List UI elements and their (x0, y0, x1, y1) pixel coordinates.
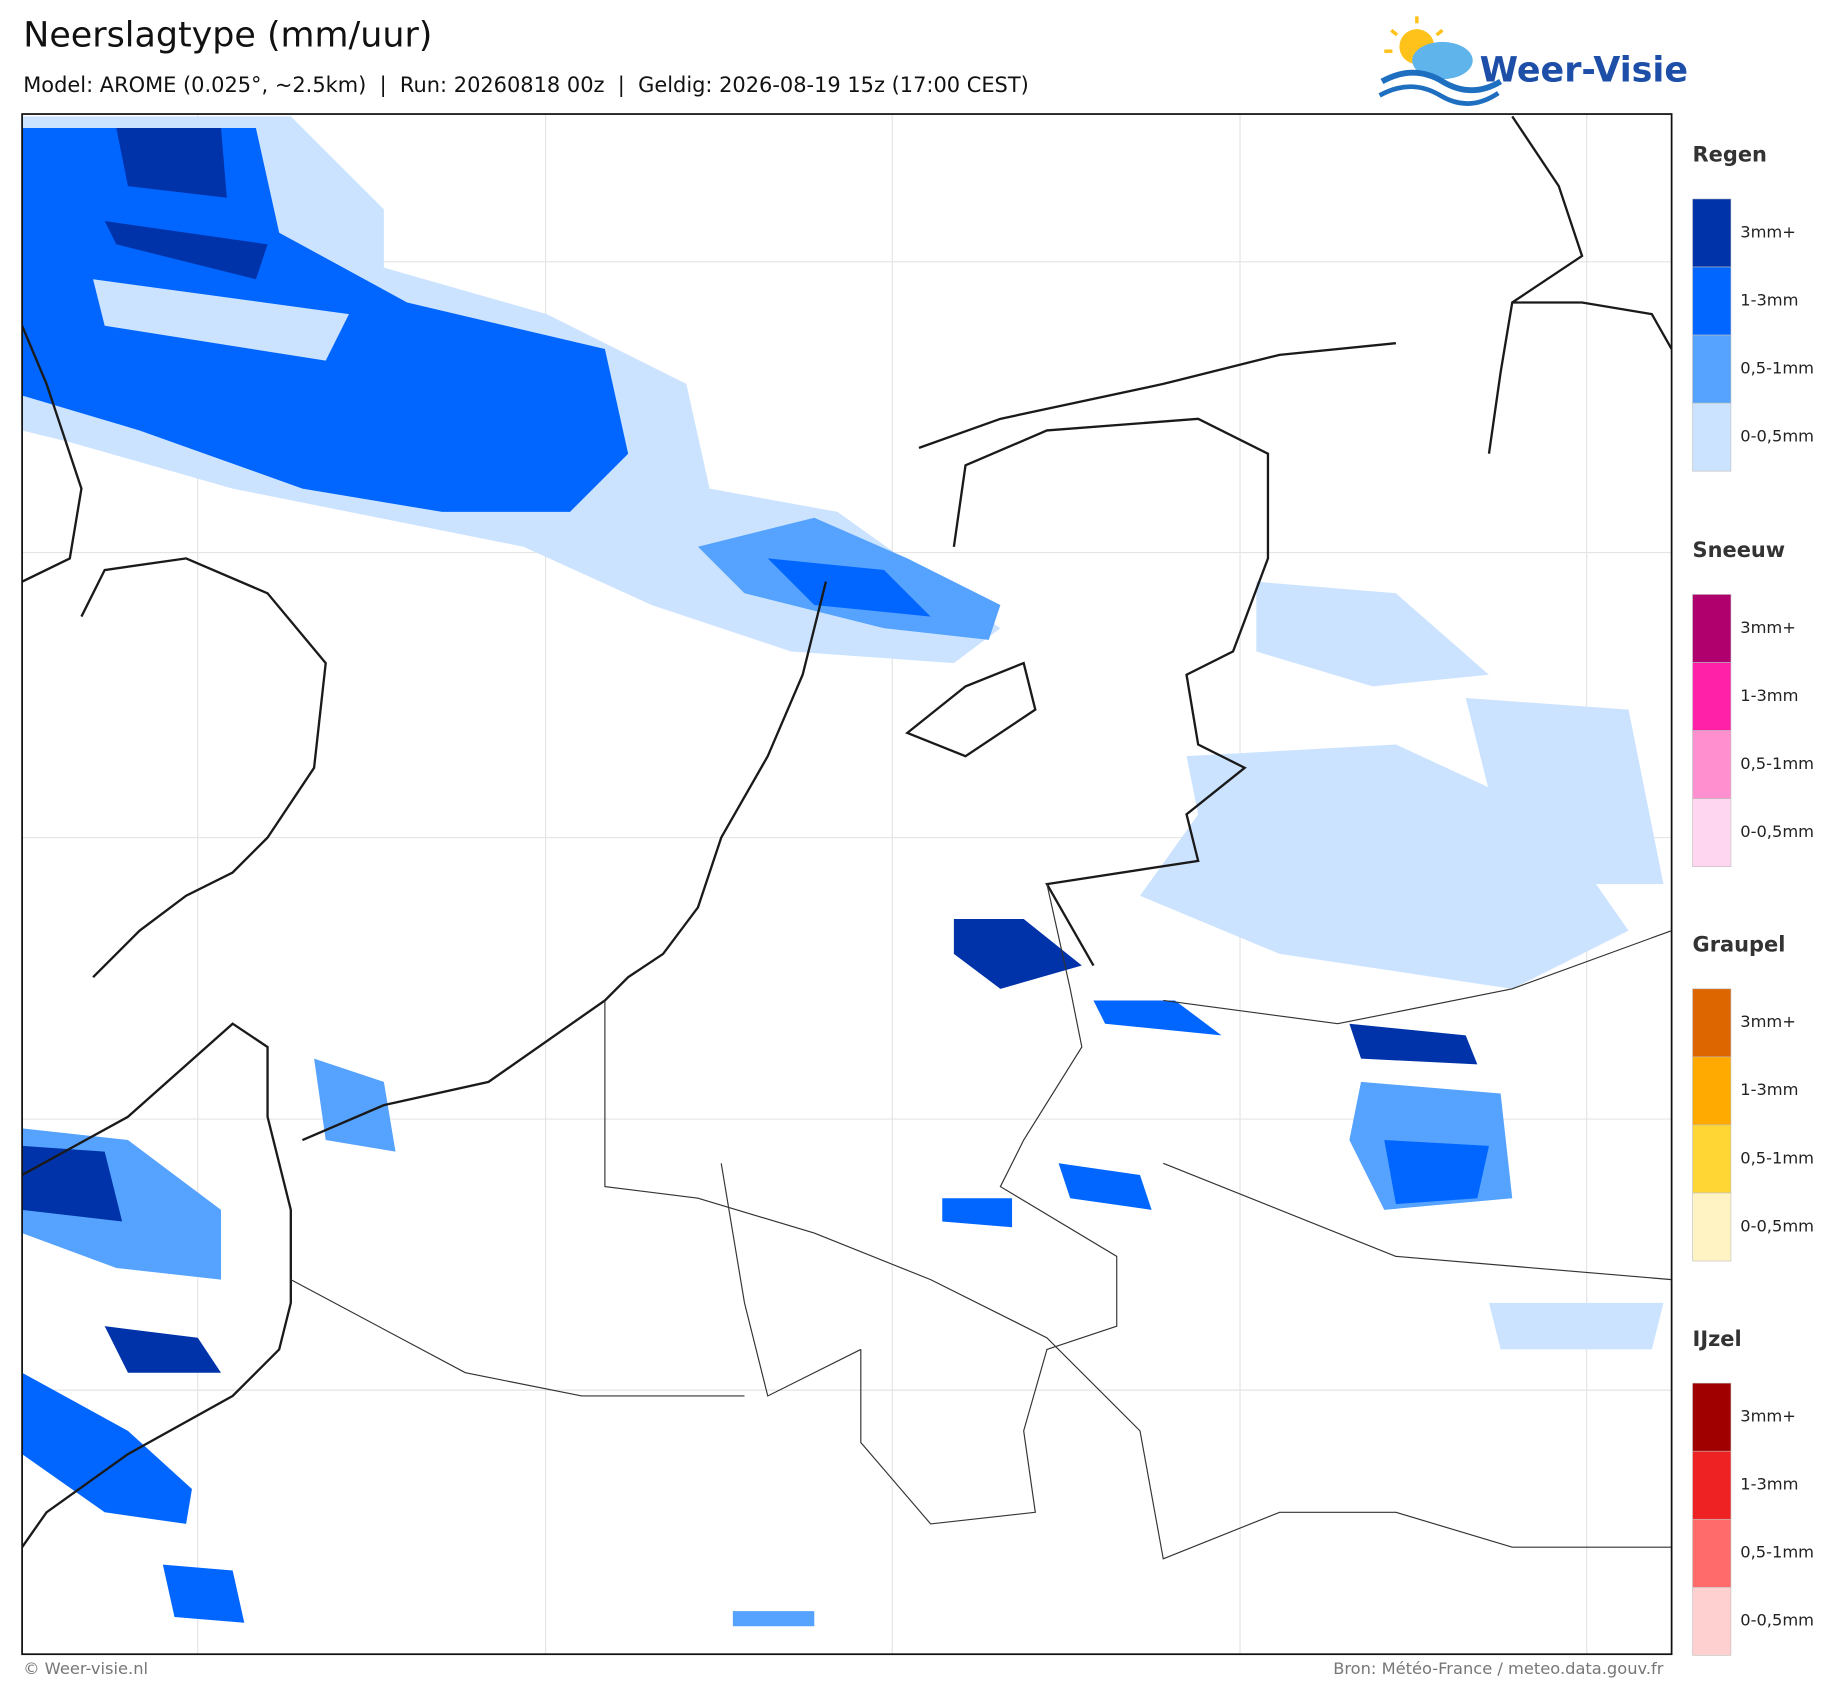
legend-swatch (1692, 266, 1732, 336)
legend-swatch (1692, 1382, 1732, 1452)
legend-label: 3mm+ (1740, 1407, 1796, 1426)
legend-label: 0,5-1mm (1740, 358, 1814, 377)
footer-left: © Weer-visie.nl (23, 1659, 148, 1678)
title: Neerslagtype (mm/uur) (23, 16, 432, 56)
legend-swatch (1692, 1056, 1732, 1126)
coastlines (22, 115, 1672, 1548)
legend-label: 3mm+ (1740, 222, 1796, 241)
legend-label: 0-0,5mm (1740, 1216, 1814, 1235)
legend-title: Sneeuw (1693, 538, 1786, 562)
legend-swatch (1692, 1192, 1732, 1262)
legend-label: 0-0,5mm (1740, 427, 1814, 446)
legend-label: 0,5-1mm (1740, 1148, 1814, 1167)
legend-swatch (1692, 334, 1732, 404)
legend-label: 3mm+ (1740, 1012, 1796, 1031)
rain (22, 116, 1664, 1627)
legend-swatch (1692, 1587, 1732, 1656)
legend-label: 0,5-1mm (1740, 754, 1814, 773)
legend-swatch (1692, 402, 1732, 472)
logo-text: Weer-Visie (1480, 50, 1688, 90)
footer-right: Bron: Météo-France / meteo.data.gouv.fr (1333, 1659, 1664, 1678)
legend-title: Regen (1693, 143, 1767, 167)
legend-label: 1-3mm (1740, 1080, 1798, 1099)
subtitle: Model: AROME (0.025°, ~2.5km) | Run: 202… (23, 73, 1029, 98)
legend-label: 0,5-1mm (1740, 1543, 1814, 1562)
legend-swatch (1692, 662, 1732, 731)
legend-swatch (1692, 1124, 1732, 1194)
legend-swatch (1692, 1518, 1732, 1588)
legend-label: 1-3mm (1740, 1475, 1798, 1494)
legend-label: 3mm+ (1740, 618, 1796, 637)
legend: Regen 3mm+ 1-3mm 0,5-1mm 0-0,5mm Sneeuw 3mm+ 1-… (1692, 143, 1814, 1656)
legend-swatch (1692, 198, 1732, 268)
legend-swatch (1692, 798, 1732, 867)
legend-swatch (1692, 988, 1732, 1058)
legend-label: 0-0,5mm (1740, 822, 1814, 841)
map (22, 114, 1672, 1655)
legend-label: 1-3mm (1740, 686, 1798, 705)
legend-swatch (1692, 730, 1732, 799)
map-frame (21, 113, 1673, 1656)
legend-swatch (1692, 1450, 1732, 1520)
legend-label: 1-3mm (1740, 290, 1798, 309)
logo-icon (1378, 16, 1503, 106)
borders (290, 883, 1672, 1560)
legend-title: Graupel (1693, 933, 1786, 957)
legend-title: IJzel (1693, 1327, 1742, 1351)
legend-label: 0-0,5mm (1740, 1611, 1814, 1630)
legend-swatch (1692, 594, 1732, 663)
